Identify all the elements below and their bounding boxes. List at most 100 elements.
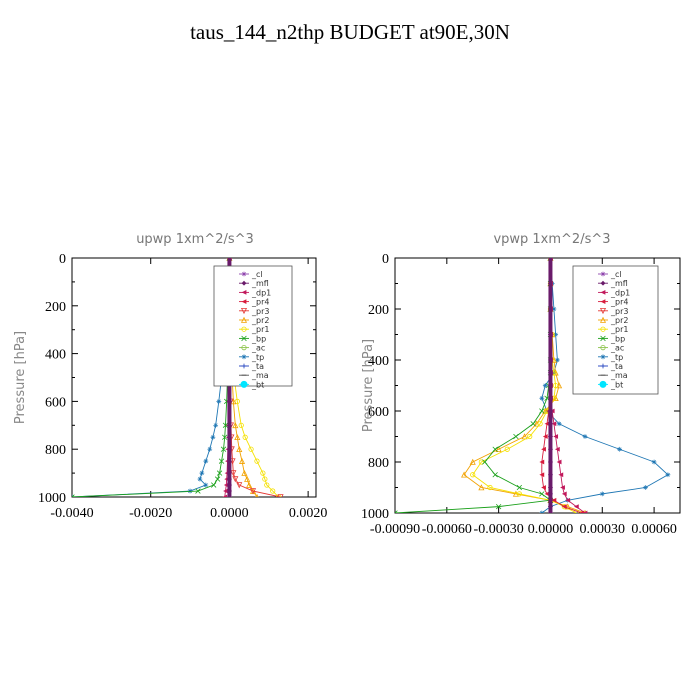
data-point [539, 472, 545, 478]
data-point [561, 491, 567, 497]
legend-entry: _pr2 [598, 316, 628, 325]
data-point [665, 472, 671, 478]
data-point [556, 459, 562, 465]
data-point [242, 434, 248, 440]
legend-entry: _ac [239, 344, 265, 353]
data-point [579, 510, 584, 513]
legend-marker [599, 308, 607, 315]
legend-marker [599, 316, 607, 323]
legend-label: _pr3 [610, 307, 628, 316]
data-point [227, 258, 232, 261]
data-point [236, 445, 243, 452]
legend-entry: _ta [239, 362, 264, 371]
legend-box [572, 265, 659, 395]
data-point [222, 494, 228, 497]
data-point [469, 458, 476, 465]
legend-entry: _bp [598, 334, 625, 343]
x-tick-label: 0.0000 [210, 506, 249, 521]
data-point [548, 258, 553, 261]
legend-entry: _pr3 [239, 307, 269, 316]
legend-label: _mfl [610, 279, 628, 288]
data-point [478, 459, 484, 465]
legend-marker [600, 344, 606, 351]
data-point [551, 421, 557, 427]
x-tick-label: 0.0020 [289, 506, 328, 521]
legend-marker [600, 299, 606, 304]
legend-label: _cl [610, 270, 622, 279]
data-point [262, 476, 268, 482]
data-point [541, 446, 546, 452]
legend-label: _pr4 [251, 298, 269, 307]
legend-entry: _dp1 [598, 288, 630, 297]
data-point [551, 306, 557, 312]
x-tick-label: -0.00090 [370, 522, 420, 537]
legend-label: _dp1 [610, 288, 630, 297]
data-point [516, 484, 523, 491]
data-point [216, 399, 222, 404]
data-point [539, 491, 545, 497]
data-point [270, 488, 276, 494]
legend-entry: _tp [598, 353, 623, 362]
legend-marker [241, 326, 247, 332]
y-tick-label: 1000 [361, 507, 389, 522]
legend-label: _ma [251, 371, 269, 380]
data-point [482, 459, 488, 465]
data-point [227, 470, 232, 476]
legend-marker [240, 308, 248, 315]
x-tick-label: -0.00060 [422, 522, 472, 537]
legend-marker [241, 344, 247, 351]
data-point [651, 459, 657, 465]
legend-label: _pr3 [251, 307, 269, 316]
legend-entry: _dp1 [239, 288, 271, 297]
legend-entry: _pr2 [239, 316, 269, 325]
data-point [223, 488, 228, 494]
legend-marker [600, 363, 606, 369]
legend-marker [241, 271, 247, 277]
data-point [548, 421, 553, 427]
data-point [234, 398, 240, 404]
legend-entry: _pr4 [239, 298, 269, 307]
legend-label: _pr4 [610, 298, 628, 307]
data-point [573, 504, 579, 510]
data-point [203, 458, 209, 464]
data-point [539, 510, 545, 513]
legend-marker [600, 280, 606, 286]
data-point [227, 446, 232, 452]
data-point [548, 472, 553, 478]
data-point [207, 446, 213, 452]
legend-label: _bt [610, 380, 623, 389]
data-point [560, 485, 565, 490]
data-point [521, 433, 528, 440]
data-point [222, 422, 229, 428]
data-point [214, 476, 221, 482]
data-point [561, 504, 567, 510]
series-tp [72, 258, 232, 497]
data-point [542, 383, 548, 388]
data-point [542, 434, 548, 439]
legend-entry: _ac [598, 344, 624, 353]
chart-title: upwp 1xm^2/s^3 [136, 232, 254, 247]
data-point [210, 482, 217, 488]
data-point [548, 306, 553, 312]
legend-marker [241, 299, 247, 304]
plot-area [395, 258, 671, 513]
data-point [548, 408, 553, 414]
data-point [513, 433, 519, 440]
data-point [216, 470, 223, 476]
data-point [599, 491, 605, 497]
data-point [246, 481, 253, 488]
legend-entry: _pr4 [598, 298, 628, 307]
data-point [227, 494, 232, 497]
data-point [222, 434, 228, 440]
legend-label: _pr2 [610, 316, 628, 325]
data-point [244, 475, 251, 482]
y-tick-label: 0 [59, 252, 66, 267]
legend-entry: _ma [598, 371, 628, 380]
legend-label: _dp1 [251, 288, 271, 297]
data-point [643, 485, 648, 490]
legend-marker [241, 290, 247, 295]
legend: _cl_mfl_dp1_pr4_pr3_pr2_pr1_bp_ac_tp_ta_… [213, 265, 293, 389]
data-point [548, 332, 553, 337]
legend-label: _pr2 [251, 316, 269, 325]
data-point [234, 433, 241, 441]
